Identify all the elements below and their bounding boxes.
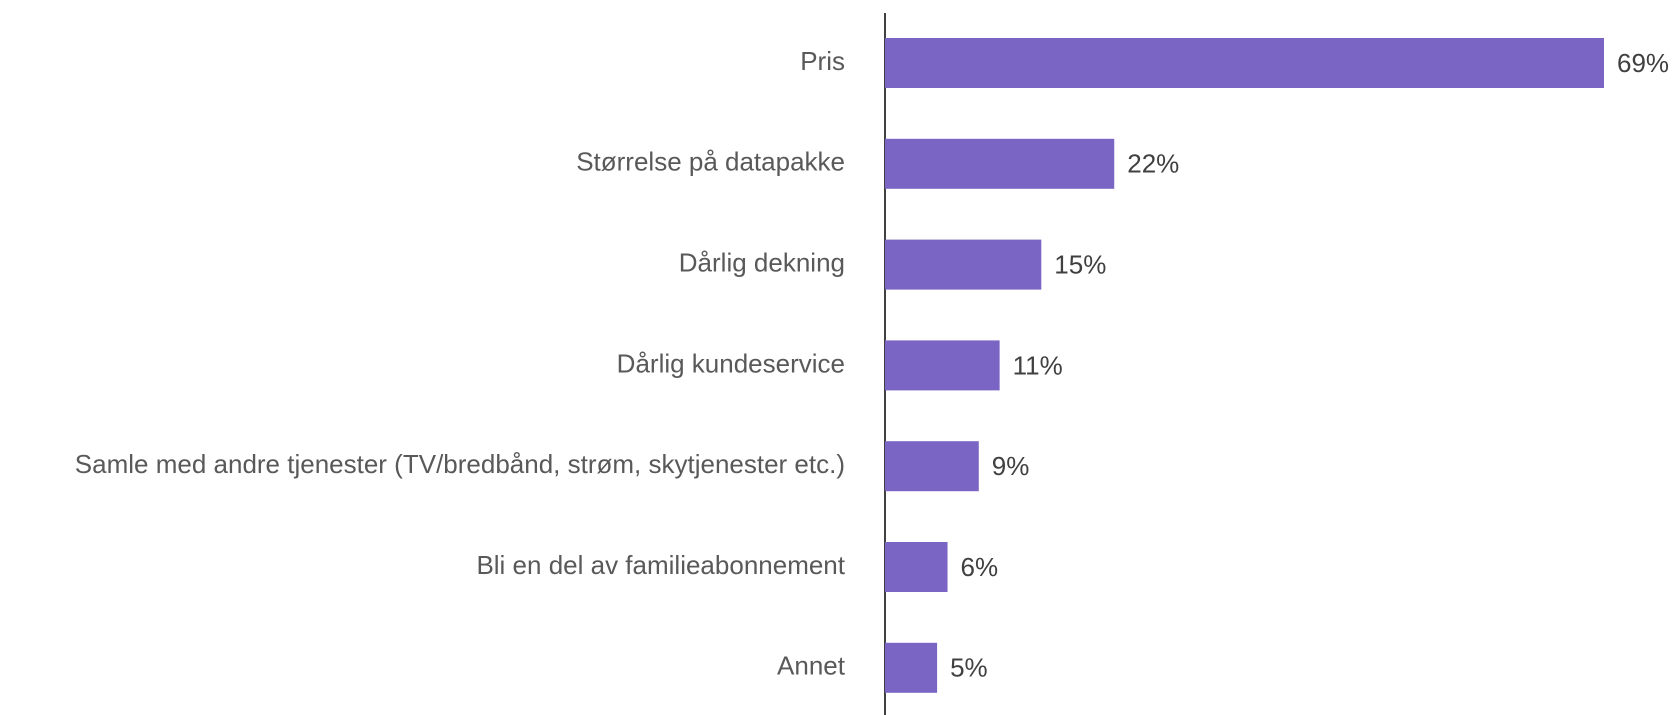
category-label: Dårlig dekning: [679, 247, 845, 277]
value-label: 9%: [992, 451, 1030, 481]
category-label: Dårlig kundeservice: [617, 348, 845, 378]
bar: [885, 542, 948, 592]
category-label: Annet: [777, 651, 846, 681]
value-label: 15%: [1054, 249, 1106, 279]
category-label: Samle med andre tjenester (TV/bredbånd, …: [75, 449, 845, 479]
bar: [885, 441, 979, 492]
value-label: 5%: [950, 653, 988, 683]
category-label: Størrelse på datapakke: [576, 147, 845, 177]
value-label: 22%: [1127, 149, 1179, 179]
bar: [885, 239, 1042, 290]
bar: [885, 38, 1604, 88]
bar: [885, 340, 1000, 391]
category-label: Bli en del av familieabonnement: [476, 550, 845, 580]
bar: [885, 138, 1115, 189]
category-label: Pris: [800, 46, 845, 76]
value-label: 11%: [1013, 350, 1063, 380]
value-label: 69%: [1617, 48, 1669, 78]
value-label: 6%: [961, 552, 999, 582]
bar: [885, 642, 938, 693]
